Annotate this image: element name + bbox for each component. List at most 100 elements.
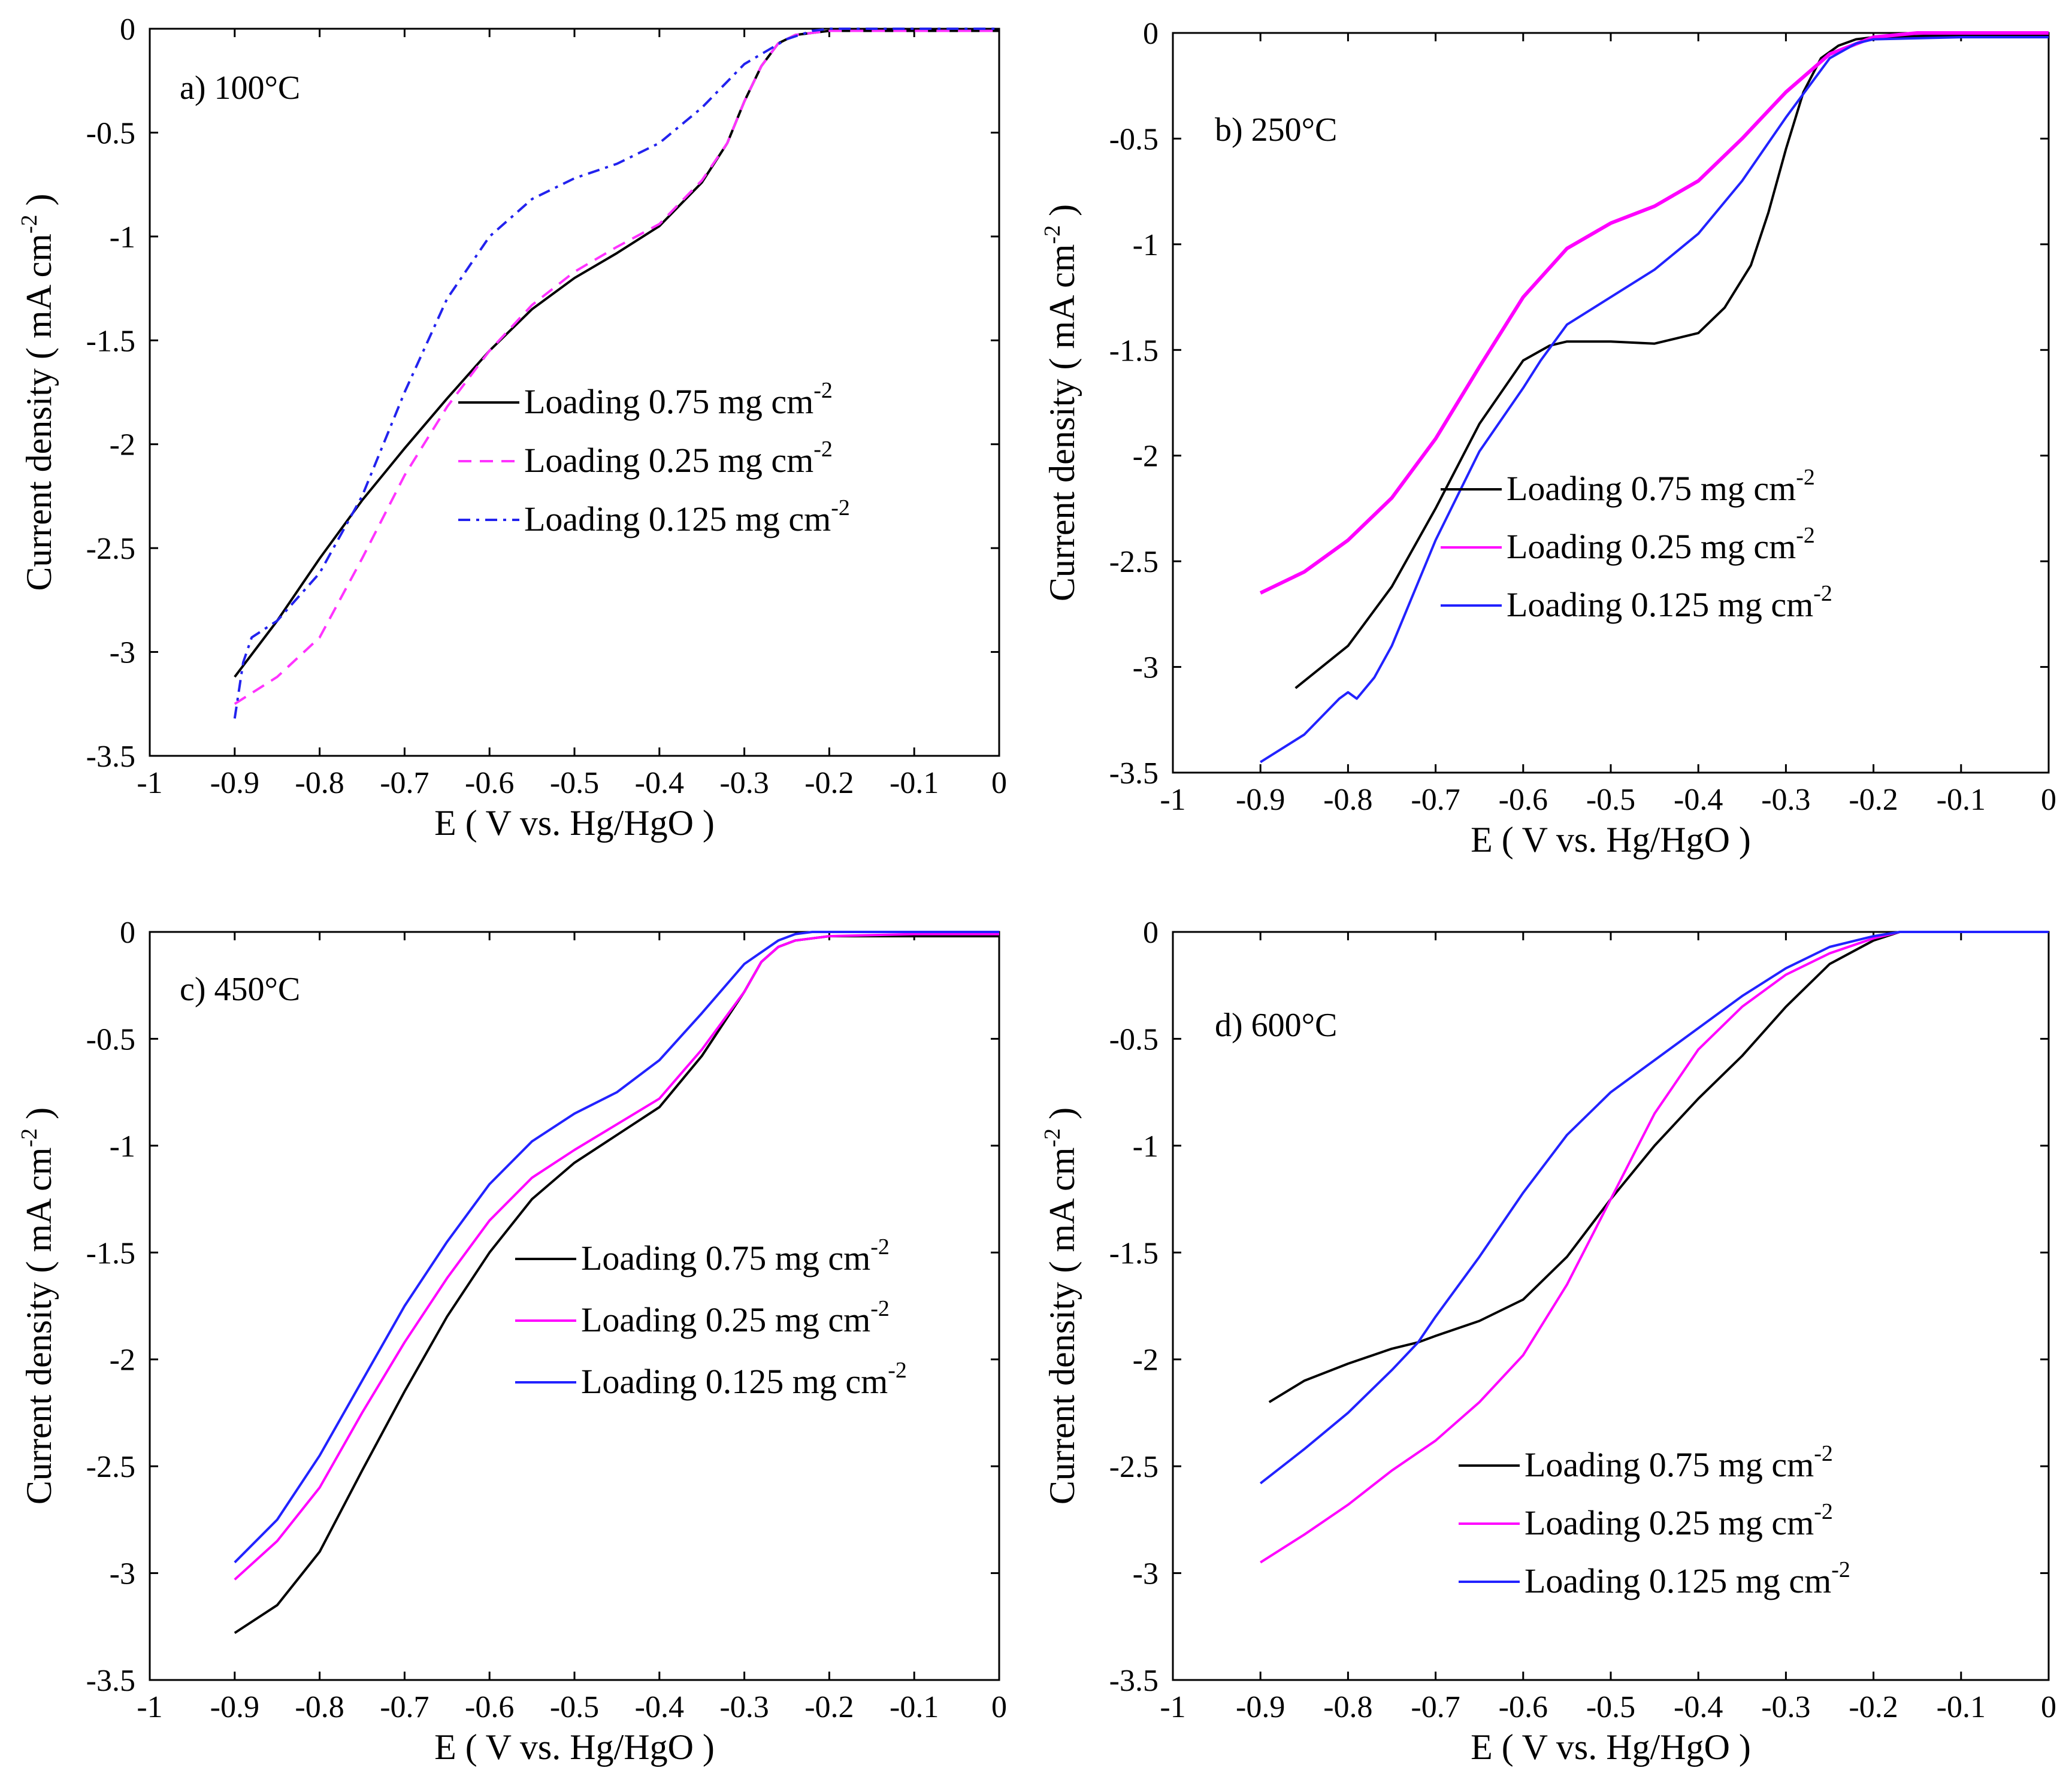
legend-entry-sup: -2 [1831,1557,1850,1582]
y-tick-label: -1.5 [86,324,135,358]
x-tick-label: -0.2 [804,766,854,800]
x-tick-label: -0.1 [890,1690,939,1724]
series-line-2 [234,931,999,1564]
legend-entry: Loading 0.25 mg cm-2 [581,1296,890,1339]
series-line-1 [234,933,999,1581]
y-tick-label: -3 [1133,1557,1158,1591]
y-axis-label: Current density ( mA cm-2 ) [1040,1107,1082,1505]
x-tick-label: -0.1 [1937,1690,1986,1724]
y-tick-label: -3.5 [86,740,135,774]
y-tick-label: -1 [1133,228,1158,262]
series-line-2 [1259,931,2049,1485]
panel-label: c) 450°C [180,971,300,1008]
legend-entry-text: Loading 0.25 mg cm [581,1300,870,1339]
legend-entry-sup: -2 [813,437,833,462]
legend-entry-text: Loading 0.25 mg cm [524,441,813,480]
legend-entry-text: Loading 0.125 mg cm [1507,585,1813,624]
y-tick-label: 0 [120,916,135,950]
legend-entry-sup: -2 [813,378,833,403]
y-tick-label: 0 [1143,17,1158,51]
y-tick-label: -3 [110,636,135,670]
series-line-2 [233,28,999,719]
y-axis-label-sup: -2 [1040,225,1065,244]
x-tick-label: -0.3 [1761,1690,1810,1724]
legend-entry-sup: -2 [870,1234,890,1260]
series-line-0 [234,935,999,1634]
y-tick-label: -1 [110,220,135,255]
legend-entry-text: Loading 0.75 mg cm [1507,469,1796,508]
x-tick-label: -0.3 [719,766,769,800]
x-tick-label: -0.6 [1499,783,1548,817]
y-tick-label: -3 [1133,651,1158,685]
x-tick-label: -0.5 [550,766,599,800]
x-tick-label: -0.9 [1236,783,1285,817]
series-line-0 [1294,34,2049,689]
y-tick-label: -0.5 [1109,1022,1158,1057]
legend-entry-text: Loading 0.75 mg cm [1524,1445,1814,1484]
legend-entry: Loading 0.125 mg cm-2 [1507,581,1832,624]
y-tick-label: -2 [1133,440,1158,474]
y-tick-label: -0.5 [1109,122,1158,156]
chart-panel-d: -1 -0.9 -0.8 -0.7 -0.6 -0.5 -0.4 -0.3 -0.2 -0.1 0 0… [1040,916,2056,1767]
x-tick-label: 0 [2041,1690,2056,1724]
chart-panel-a: -1 -0.9 -0.8 -0.7 -0.6 -0.5 -0.4 -0.3 -0.2 -0.1 0 0… [17,13,1007,843]
y-tick-label: -2 [110,1343,135,1378]
y-tick-label: -1 [1133,1130,1158,1164]
legend-entry-text: Loading 0.75 mg cm [581,1239,870,1278]
chart-panel-c: -1 -0.9 -0.8 -0.7 -0.6 -0.5 -0.4 -0.3 -0.2 -0.1 0 0… [17,916,1007,1767]
x-tick-label: -0.4 [635,1690,684,1724]
y-tick-label: -3.5 [1109,756,1158,791]
x-tick-label: -1 [137,766,162,800]
legend-entry: Loading 0.25 mg cm-2 [1507,523,1815,566]
y-axis-label-end: ) [19,1107,59,1128]
y-tick-label: -2.5 [86,532,135,566]
y-tick-label: -1.5 [86,1236,135,1270]
legend-entry-sup: -2 [1814,1499,1833,1524]
panel-label: d) 600°C [1215,1007,1337,1044]
x-tick-label: -0.5 [1586,783,1635,817]
x-tick-label: -1 [1160,1690,1185,1724]
x-axis-label: E ( V vs. Hg/HgO ) [1471,1727,1751,1767]
y-axis-label-text: Current density ( mA cm [1042,244,1082,602]
legend-entry-text: Loading 0.125 mg cm [581,1362,888,1401]
x-tick-label: -0.7 [380,1690,429,1724]
y-axis-label-end: ) [19,193,59,214]
y-tick-label: 0 [1143,916,1158,950]
y-tick-label: -2 [1133,1343,1158,1378]
legend-entry: Loading 0.125 mg cm-2 [1524,1557,1850,1600]
legend-entry-sup: -2 [1796,465,1815,490]
legend-entry: Loading 0.75 mg cm-2 [1524,1441,1833,1484]
x-tick-label: -0.7 [380,766,429,800]
x-tick-label: -0.5 [1586,1690,1635,1724]
y-axis-label: Current density ( mA cm-2 ) [17,193,59,591]
y-axis-label-sup: -2 [17,1128,42,1148]
series-line-1 [1259,31,2049,595]
x-tick-label: -0.9 [210,1690,259,1724]
y-axis-label-end: ) [1042,204,1082,225]
y-tick-label: -2.5 [86,1450,135,1484]
legend-entry-text: Loading 0.25 mg cm [1507,527,1796,566]
y-tick-label: -0.5 [86,1022,135,1057]
y-tick-label: -2 [110,428,135,462]
x-tick-label: -0.4 [1674,1690,1723,1724]
y-tick-label: -2.5 [1109,545,1158,579]
y-tick-label: 0 [120,13,135,47]
x-tick-label: -0.6 [1499,1690,1548,1724]
panel-label: b) 250°C [1215,111,1337,149]
y-axis-label-text: Current density ( mA cm [19,1148,59,1505]
x-axis-label: E ( V vs. Hg/HgO ) [434,803,715,843]
x-axis-label: E ( V vs. Hg/HgO ) [434,1727,715,1767]
legend-entry-text: Loading 0.125 mg cm [524,500,831,538]
legend-entry: Loading 0.25 mg cm-2 [1524,1499,1833,1542]
x-tick-label: -0.8 [1323,1690,1372,1724]
x-tick-label: -1 [137,1690,162,1724]
y-tick-label: -0.5 [86,116,135,150]
x-tick-label: -0.8 [1323,783,1372,817]
x-tick-label: -0.5 [550,1690,599,1724]
series-line-2 [1260,36,2049,764]
series-line-1 [1260,931,2049,1564]
x-tick-label: -0.1 [890,766,939,800]
